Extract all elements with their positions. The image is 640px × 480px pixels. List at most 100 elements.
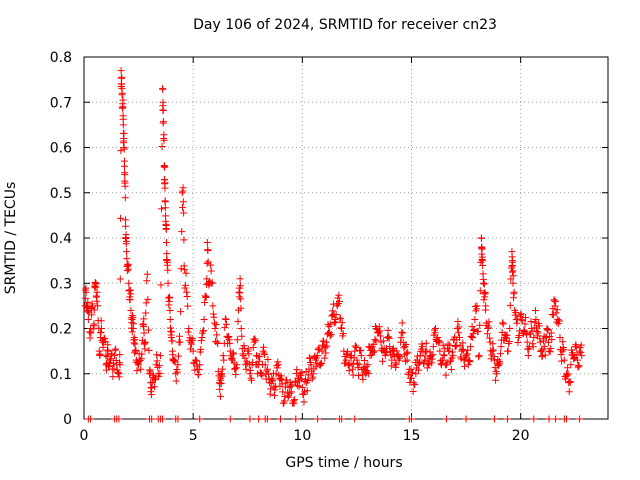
data-point (130, 339, 138, 347)
data-point (281, 392, 289, 400)
data-point (423, 364, 431, 372)
data-point (171, 358, 179, 366)
data-point (398, 319, 406, 327)
data-point (121, 194, 129, 202)
data-point (231, 365, 239, 373)
data-point (406, 374, 414, 382)
data-point (424, 360, 432, 368)
data-point (464, 361, 472, 369)
data-point (335, 291, 343, 299)
data-point (298, 368, 306, 376)
data-point (213, 331, 221, 339)
data-point (158, 205, 166, 213)
data-point (266, 390, 274, 398)
data-point (481, 306, 489, 314)
data-point (140, 329, 148, 337)
data-point (485, 318, 493, 326)
data-point (421, 352, 429, 360)
data-point (403, 356, 411, 364)
data-point (291, 377, 299, 385)
data-point (121, 162, 129, 170)
data-point (324, 320, 332, 328)
data-point (122, 222, 130, 230)
data-point (345, 367, 353, 375)
data-point (406, 378, 414, 386)
data-point (159, 85, 167, 93)
data-point (153, 351, 161, 359)
data-point (578, 352, 586, 360)
data-point (385, 334, 393, 342)
data-point (565, 388, 573, 396)
data-point (548, 310, 556, 318)
data-point (527, 318, 535, 326)
data-point (225, 332, 233, 340)
data-point (362, 363, 370, 371)
data-point (234, 317, 242, 325)
data-point (358, 371, 366, 379)
data-point (357, 346, 365, 354)
data-point (496, 359, 504, 367)
data-point (398, 328, 406, 336)
data-point (171, 356, 179, 364)
data-point (383, 348, 391, 356)
y-tick-label: 0.8 (50, 50, 72, 66)
data-point (348, 360, 356, 368)
data-point (299, 390, 307, 398)
data-point (246, 415, 254, 423)
data-point (564, 370, 572, 378)
data-point (281, 383, 289, 391)
data-point (161, 184, 169, 192)
data-point (244, 345, 252, 353)
grid-lines (84, 57, 608, 419)
data-point (361, 356, 369, 364)
data-point (307, 359, 315, 367)
data-point (228, 354, 236, 362)
data-point (431, 329, 439, 337)
data-point (337, 314, 345, 322)
data-point (147, 384, 155, 392)
data-point (129, 314, 137, 322)
data-point (509, 258, 517, 266)
data-point (533, 327, 541, 335)
data-point (229, 349, 237, 357)
data-point (173, 368, 181, 376)
data-point (185, 325, 193, 332)
data-point (263, 415, 271, 423)
data-point (478, 253, 486, 261)
data-point (569, 349, 577, 357)
data-point (160, 136, 168, 144)
data-point (231, 365, 239, 373)
data-point (469, 334, 477, 342)
data-point (337, 324, 345, 332)
data-point (179, 184, 187, 192)
data-point (172, 377, 180, 385)
data-point (385, 333, 393, 341)
data-point (574, 363, 582, 371)
data-point (183, 288, 191, 296)
data-point (164, 279, 172, 287)
data-point (292, 415, 300, 423)
data-point (314, 415, 322, 423)
data-point (105, 363, 113, 371)
data-point (306, 355, 314, 363)
data-point (210, 319, 218, 327)
data-point (442, 371, 450, 379)
data-point (129, 320, 137, 328)
data-point (174, 415, 182, 423)
data-point (326, 332, 334, 340)
data-point (248, 376, 256, 384)
data-point (212, 321, 220, 329)
data-point (384, 326, 392, 334)
data-point (543, 325, 551, 332)
data-point (305, 354, 313, 362)
data-point (470, 327, 478, 335)
data-point (164, 266, 172, 274)
data-point (202, 293, 210, 301)
data-point (176, 332, 184, 340)
data-point (263, 365, 271, 373)
data-point (198, 334, 206, 342)
data-point (269, 377, 277, 385)
data-point (256, 353, 264, 361)
data-point (387, 362, 395, 370)
chart-title: Day 106 of 2024, SRMTID for receiver cn2… (193, 17, 497, 33)
